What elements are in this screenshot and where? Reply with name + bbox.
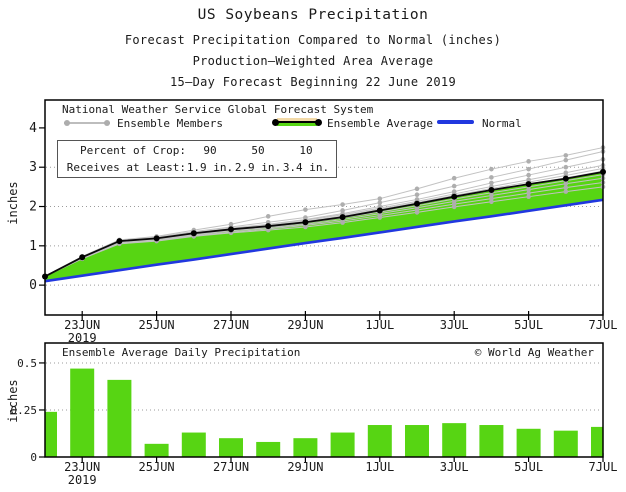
svg-text:0.25: 0.25 [11,404,38,417]
svg-text:0: 0 [29,278,37,293]
svg-text:7JUL: 7JUL [589,318,618,332]
svg-text:27JUN: 27JUN [213,460,249,474]
svg-text:29JUN: 29JUN [287,318,323,332]
chart-legend: Ensemble Members Ensemble Average Normal [0,115,626,131]
bottom-panel-title: Ensemble Average Daily Precipitation [62,346,301,359]
ensemble-average-series [42,168,606,280]
percent-value: 90 [203,143,217,157]
amount-value: 1.9 in. [186,160,234,174]
legend-label-members: Ensemble Members [117,117,223,130]
svg-text:3JUL: 3JUL [440,318,469,332]
subtitle-compare: Forecast Precipitation Compared to Norma… [124,33,502,47]
ensemble-members-swatch-icon [64,118,110,128]
surplus-fill-area [45,171,603,282]
legend-label-normal: Normal [482,117,522,130]
svg-text:5JUL: 5JUL [514,460,543,474]
svg-text:2019: 2019 [68,473,97,487]
top-panel-border [44,99,604,316]
ensemble-average-swatch-icon [272,117,322,128]
svg-text:0.5: 0.5 [17,357,37,370]
svg-text:27JUN: 27JUN [213,318,249,332]
percent-value: 10 [299,143,313,157]
bottom-panel-border [44,342,604,458]
legend-label-average: Ensemble Average [327,117,433,130]
percent-of-crop-row: Percent of Crop: 90 50 10 [58,142,336,158]
normal-series [44,198,604,283]
svg-text:1JUL: 1JUL [365,318,394,332]
bottom-y-axis-label: inches [6,379,20,423]
percent-of-crop-label: Percent of Crop: [80,143,186,157]
svg-text:23JUN: 23JUN [64,318,100,332]
svg-text:0: 0 [30,451,37,464]
title-block: US Soybeans Precipitation Forecast Preci… [0,7,626,93]
svg-text:2: 2 [29,200,37,215]
subtitle-period: 15–Day Forecast Beginning 22 June 2019 [170,75,456,89]
svg-text:7JUL: 7JUL [589,460,618,474]
top-y-axis-label: inches [6,181,20,225]
svg-text:2019: 2019 [68,331,97,345]
daily-precip-bars [45,368,603,457]
amount-value: 3.4 in. [282,160,330,174]
receives-at-least-row: Receives at Least: 1.9 in. 2.9 in. 3.4 i… [58,159,336,175]
svg-text:3: 3 [29,160,37,175]
svg-text:4: 4 [29,121,37,136]
svg-text:1JUL: 1JUL [365,460,394,474]
page-title: US Soybeans Precipitation [197,7,429,23]
crop-percentile-box: Percent of Crop: 90 50 10 Receives at Le… [57,140,337,178]
normal-swatch-icon [437,120,474,124]
svg-text:5JUL: 5JUL [514,318,543,332]
subtitle-area: Production–Weighted Area Average [192,54,434,68]
svg-text:25JUN: 25JUN [139,460,175,474]
svg-text:29JUN: 29JUN [287,460,323,474]
svg-text:3JUL: 3JUL [440,460,469,474]
percent-value: 50 [251,143,265,157]
amount-value: 2.9 in. [234,160,282,174]
svg-text:1: 1 [29,239,37,254]
svg-text:23JUN: 23JUN [64,460,100,474]
copyright-text: © World Ag Weather [474,346,594,359]
svg-text:25JUN: 25JUN [139,318,175,332]
receives-at-least-label: Receives at Least: [66,160,186,174]
legend-header: National Weather Service Global Forecast… [62,103,374,116]
